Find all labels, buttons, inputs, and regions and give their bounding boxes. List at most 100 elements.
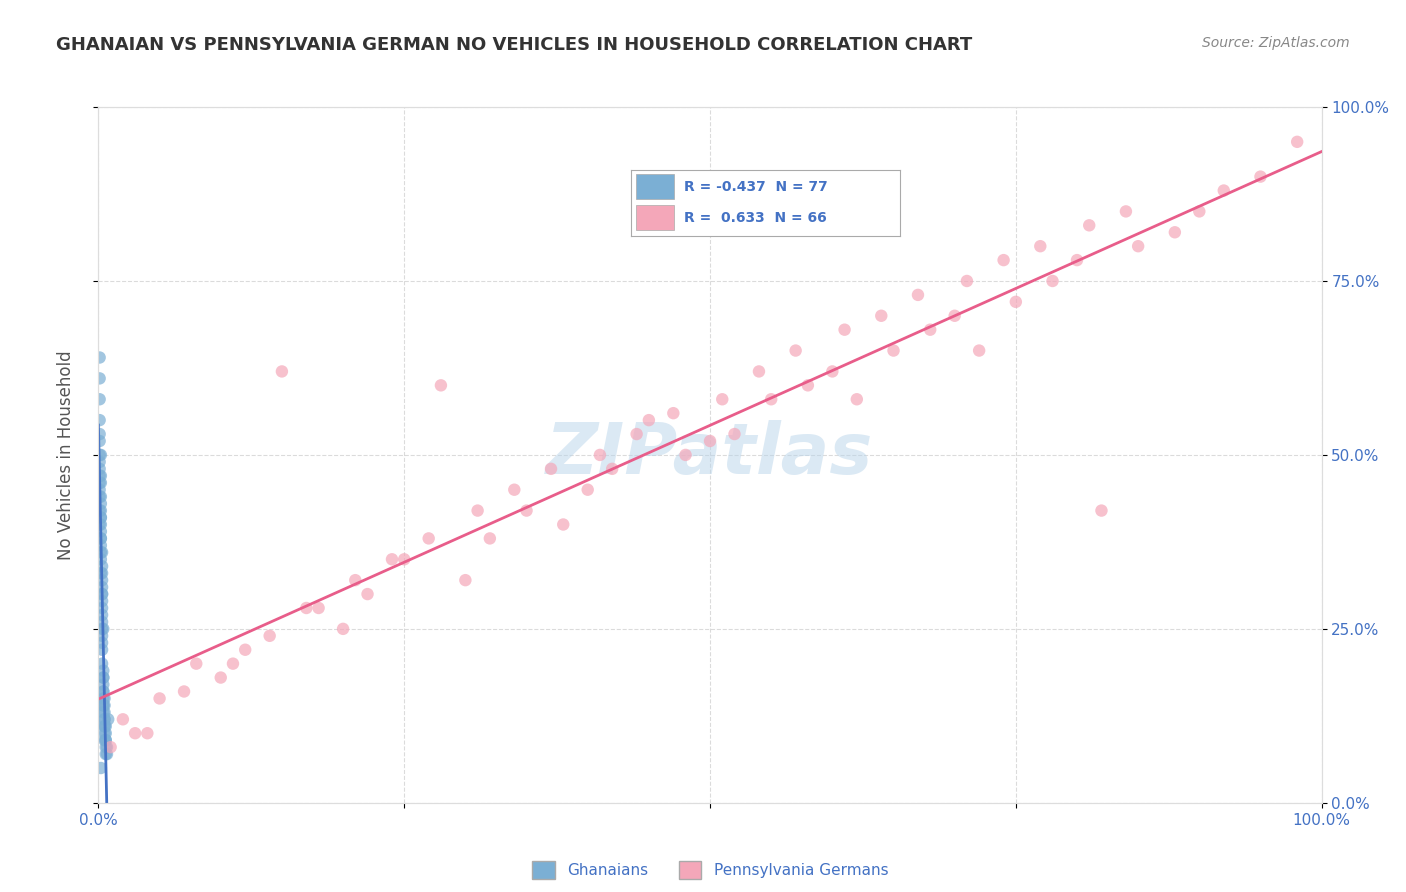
Point [1029,239,1052,253]
Point [93,698,115,713]
Point [93,726,115,740]
Text: ZIPatlas: ZIPatlas [547,420,873,490]
Point [89,490,111,504]
Point [1249,169,1271,184]
Point [91,622,114,636]
Point [94,747,117,761]
Point [91,671,114,685]
Point [93,719,115,733]
Point [89,475,111,490]
Point [89,468,111,483]
Point [90,503,112,517]
Point [1212,184,1234,198]
Point [91,545,114,559]
Point [576,483,599,497]
Point [91,573,114,587]
Point [90,490,112,504]
Point [478,532,501,546]
Point [90,475,112,490]
Point [711,392,734,407]
Point [956,274,979,288]
Point [392,552,416,566]
Point [89,462,111,476]
Point [785,343,807,358]
Point [136,726,159,740]
Point [381,552,404,566]
Point [90,566,112,581]
Point [418,532,440,546]
Point [91,580,114,594]
Point [295,601,318,615]
Point [870,309,893,323]
Point [91,642,114,657]
Point [91,691,114,706]
Point [91,566,114,581]
Point [90,538,112,552]
Point [845,392,868,407]
Point [91,706,114,720]
Point [1066,253,1088,268]
Text: GHANAIAN VS PENNSYLVANIA GERMAN NO VEHICLES IN HOUSEHOLD CORRELATION CHART: GHANAIAN VS PENNSYLVANIA GERMAN NO VEHIC… [56,36,973,54]
Point [91,601,114,615]
Point [589,448,612,462]
Point [94,740,117,755]
Point [515,503,537,517]
Point [94,726,117,740]
Point [94,719,117,733]
Point [91,698,114,713]
Point [222,657,245,671]
Point [943,309,966,323]
Point [93,691,115,706]
Point [90,532,112,546]
Point [834,323,856,337]
Point [149,691,172,706]
Point [883,343,905,358]
Point [308,601,330,615]
Point [454,573,477,587]
Point [344,573,367,587]
Point [907,288,929,302]
Point [97,712,120,726]
Point [748,364,770,378]
Point [1115,204,1137,219]
Point [233,642,256,657]
Point [89,434,111,448]
Point [89,448,111,462]
Point [89,413,111,427]
Point [94,733,117,747]
Point [89,427,111,442]
Point [93,733,115,747]
Point [967,343,990,358]
Point [797,378,820,392]
Point [993,253,1015,268]
Point [91,671,114,685]
Point [332,622,354,636]
Point [93,712,115,726]
Point [821,364,844,378]
Point [920,323,942,337]
Point [1164,225,1187,239]
Point [100,740,122,755]
Point [91,684,114,698]
Point [1078,219,1101,233]
Point [1004,294,1026,309]
Point [638,413,661,427]
Point [90,517,112,532]
Point [761,392,783,407]
Point [90,524,112,539]
Legend: Ghanaians, Pennsylvania Germans: Ghanaians, Pennsylvania Germans [526,855,894,886]
Point [90,448,112,462]
Point [91,587,114,601]
Point [89,517,111,532]
Point [90,545,112,559]
Point [356,587,378,601]
Point [259,629,281,643]
Point [186,657,208,671]
Point [173,684,195,698]
Point [91,657,114,671]
Point [96,747,118,761]
Point [89,483,111,497]
Point [91,622,114,636]
Point [90,532,112,546]
Point [93,706,115,720]
